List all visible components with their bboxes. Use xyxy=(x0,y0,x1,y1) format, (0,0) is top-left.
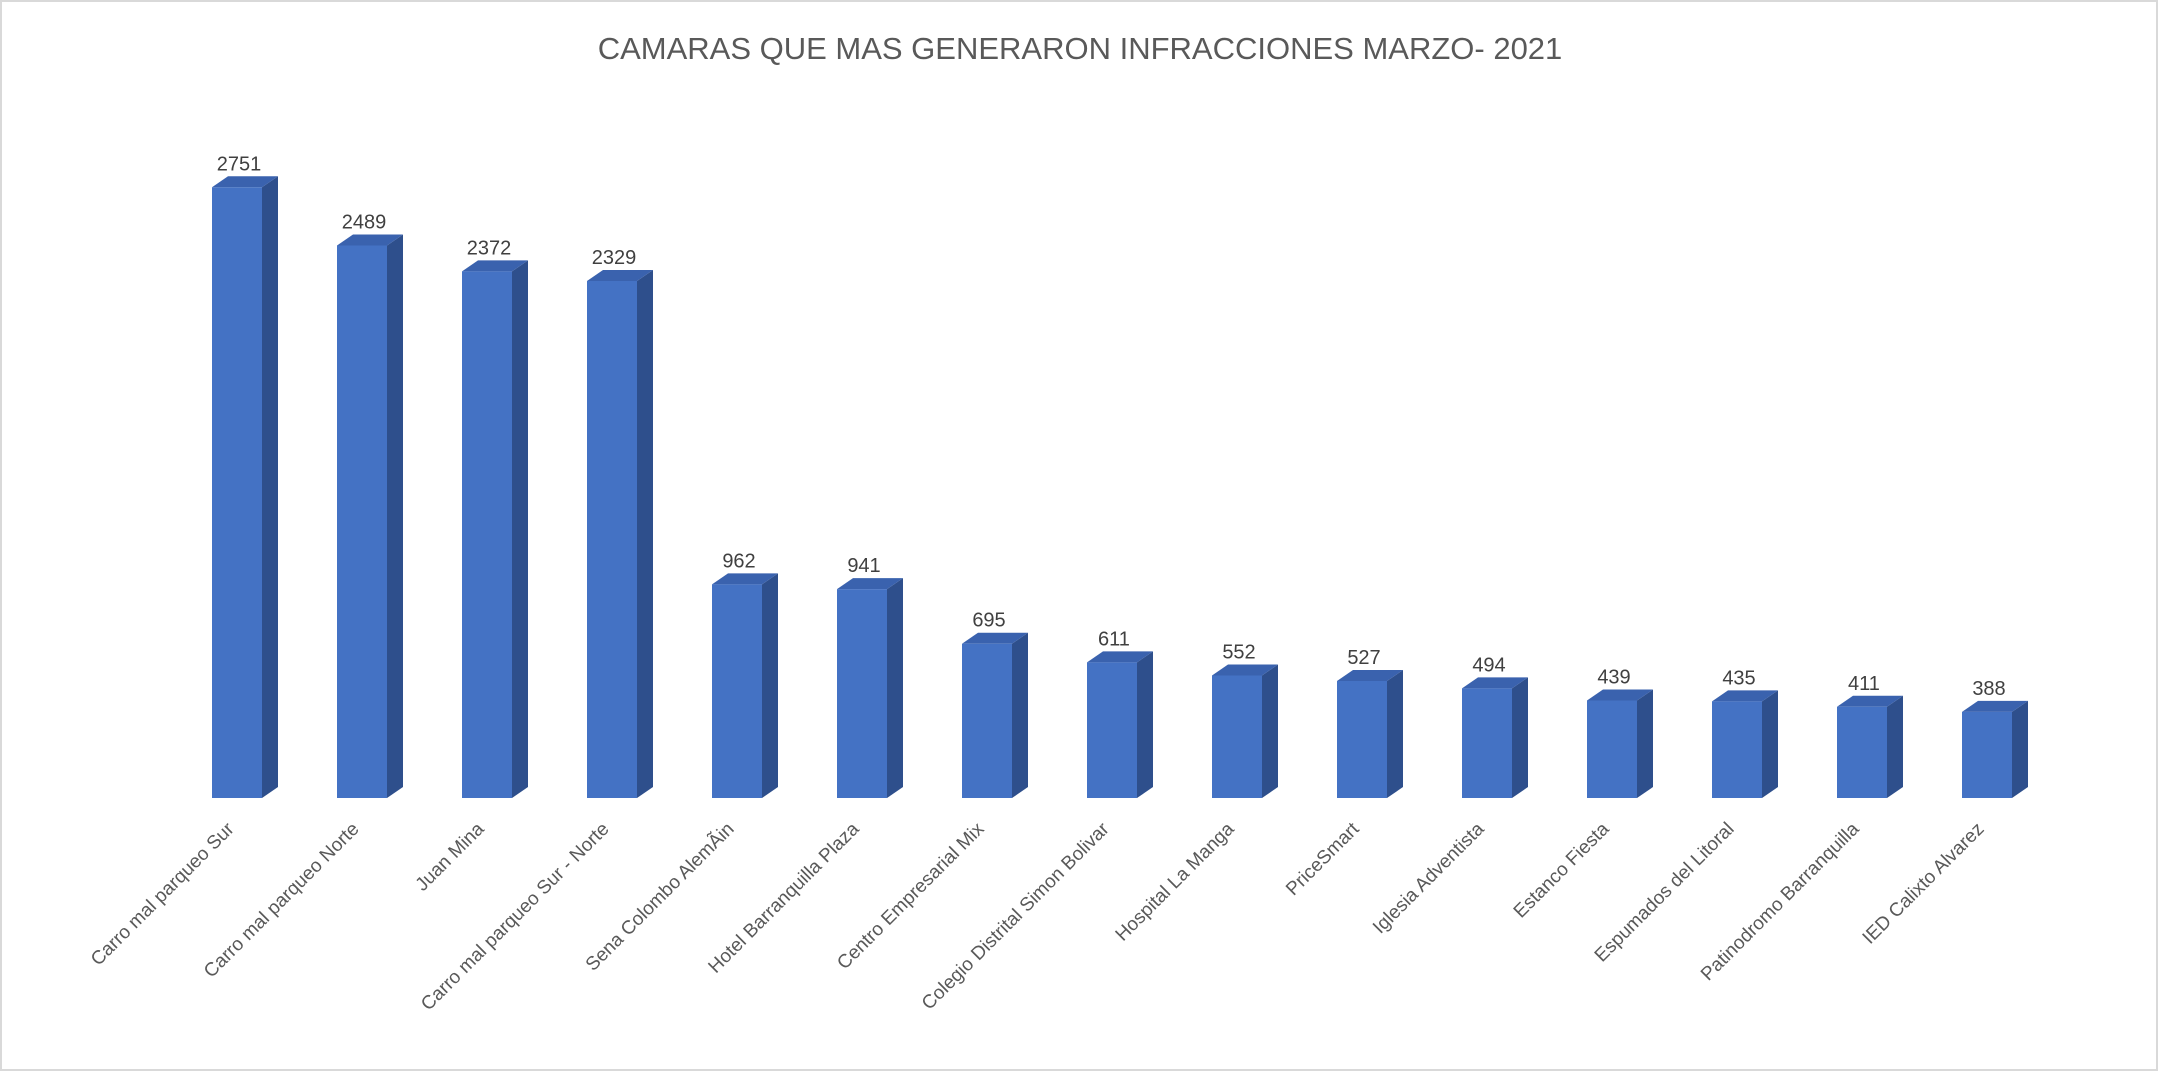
bar-side xyxy=(762,573,778,798)
bar-side xyxy=(1387,670,1403,798)
bar-side xyxy=(387,234,403,798)
data-label: 388 xyxy=(1972,678,2005,700)
bar-front xyxy=(1587,700,1637,798)
bar-top xyxy=(1337,670,1403,682)
bar xyxy=(212,176,278,798)
data-label: 695 xyxy=(972,610,1005,632)
bar-top xyxy=(1837,695,1903,707)
bar-front xyxy=(1837,706,1887,798)
bar-front xyxy=(1337,681,1387,798)
data-label: 2489 xyxy=(342,211,387,233)
bar-top xyxy=(1212,664,1278,676)
bar xyxy=(962,632,1028,798)
data-label: 962 xyxy=(722,550,755,572)
data-label: 439 xyxy=(1597,667,1630,689)
bar-side xyxy=(1887,695,1903,798)
bar-front xyxy=(962,643,1012,798)
bar-front xyxy=(712,584,762,798)
bar-side xyxy=(1762,690,1778,798)
bar-top xyxy=(1712,690,1778,702)
bar-front xyxy=(1462,688,1512,798)
data-label: 435 xyxy=(1722,667,1755,689)
bar xyxy=(712,573,778,798)
bar-side xyxy=(1262,664,1278,798)
bar-side xyxy=(1012,632,1028,798)
bar-top xyxy=(962,632,1028,644)
bar xyxy=(1087,651,1153,798)
bar-front xyxy=(837,589,887,798)
bar xyxy=(1837,695,1903,798)
bar-side xyxy=(637,269,653,798)
bar-front xyxy=(587,280,637,798)
data-label: 411 xyxy=(1848,673,1880,695)
bar-top xyxy=(212,176,278,188)
bar xyxy=(1587,689,1653,798)
bar xyxy=(1212,664,1278,798)
data-label: 941 xyxy=(847,555,880,577)
bar xyxy=(1337,670,1403,798)
bar-front xyxy=(1087,662,1137,798)
bar-top xyxy=(462,260,528,272)
data-label: 2329 xyxy=(592,247,637,269)
bar xyxy=(1462,677,1528,798)
data-label: 527 xyxy=(1347,647,1380,669)
bar-top xyxy=(337,234,403,246)
bar-front xyxy=(212,187,262,798)
data-label: 552 xyxy=(1222,641,1255,663)
bar-front xyxy=(1962,711,2012,798)
bar xyxy=(837,578,903,798)
data-label: 494 xyxy=(1472,654,1505,676)
bar xyxy=(1712,690,1778,798)
bar-front xyxy=(1212,675,1262,798)
bar-front xyxy=(462,271,512,798)
bar-top xyxy=(587,269,653,281)
bar-front xyxy=(1712,701,1762,798)
bar-top xyxy=(712,573,778,585)
bar xyxy=(337,234,403,798)
bar xyxy=(1962,700,2028,798)
bar-side xyxy=(1637,689,1653,798)
bar-front xyxy=(337,245,387,798)
data-label: 611 xyxy=(1098,628,1130,650)
bar-side xyxy=(512,260,528,798)
data-label: 2372 xyxy=(467,237,512,259)
chart-title: CAMARAS QUE MAS GENERARON INFRACCIONES M… xyxy=(598,31,1563,66)
bar-side xyxy=(1137,651,1153,798)
bar-top xyxy=(1587,689,1653,701)
bar-side xyxy=(887,578,903,798)
bar-side xyxy=(1512,677,1528,798)
bar-top xyxy=(1462,677,1528,689)
bar xyxy=(462,260,528,798)
bar-top xyxy=(1087,651,1153,663)
bar xyxy=(587,269,653,798)
bar-side xyxy=(262,176,278,798)
bar-side xyxy=(2012,700,2028,798)
data-label: 2751 xyxy=(217,153,262,175)
bar-top xyxy=(1962,700,2028,712)
bar-top xyxy=(837,578,903,590)
